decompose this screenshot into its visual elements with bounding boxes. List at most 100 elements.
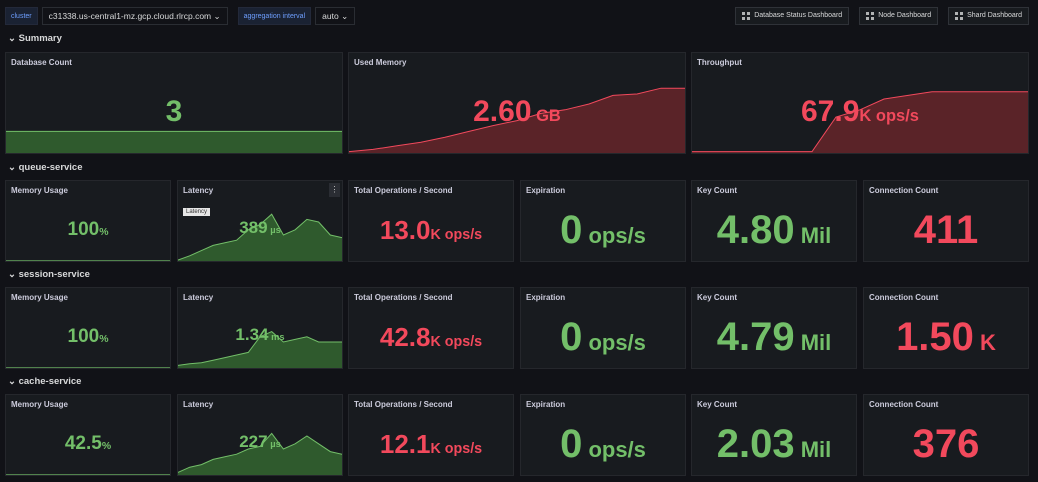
panel-title: Key Count bbox=[697, 186, 737, 195]
panel-title: Memory Usage bbox=[11, 186, 68, 195]
panel-expiration[interactable]: Expiration 0 ops/s bbox=[520, 394, 686, 476]
stat-value: 0 ops/s bbox=[521, 315, 685, 360]
link-label: Node Dashboard bbox=[878, 12, 932, 19]
panel-expiration[interactable]: Expiration 0 ops/s bbox=[520, 287, 686, 369]
interval-select[interactable]: auto ⌄ bbox=[315, 7, 356, 25]
panel-total-operations-second[interactable]: Total Operations / Second 13.0K ops/s bbox=[348, 180, 514, 262]
panel-total-operations-second[interactable]: Total Operations / Second 42.8K ops/s bbox=[348, 287, 514, 369]
stat-value: 2.60 GB bbox=[349, 95, 685, 129]
panel-title: Expiration bbox=[526, 293, 566, 302]
node-dashboard-link[interactable]: Node Dashboard bbox=[859, 7, 939, 25]
value-unit: K ops/s bbox=[430, 441, 483, 457]
panel-title: Key Count bbox=[697, 400, 737, 409]
value-number: 1.50 bbox=[896, 315, 974, 359]
value-unit: µs bbox=[267, 224, 281, 235]
row-title: queue-service bbox=[18, 162, 83, 173]
value-unit: % bbox=[99, 333, 109, 345]
value-unit: µs bbox=[267, 438, 281, 449]
value-number: 42.8 bbox=[379, 322, 431, 352]
queue-service-row-header[interactable]: ⌄ queue-service bbox=[8, 162, 83, 173]
panel-key-count[interactable]: Key Count 4.79 Mil bbox=[691, 287, 857, 369]
panel-connection-count[interactable]: Connection Count 376 bbox=[863, 394, 1029, 476]
session-service-row-header[interactable]: ⌄ session-service bbox=[8, 269, 90, 280]
stat-value: 13.0K ops/s bbox=[349, 215, 513, 246]
stat-value: 1.34 ms bbox=[178, 325, 342, 345]
row-title: cache-service bbox=[18, 376, 82, 387]
panel-title: Latency bbox=[183, 293, 214, 302]
stat-value: 67.9K ops/s bbox=[692, 95, 1028, 129]
link-label: Database Status Dashboard bbox=[754, 12, 843, 19]
chevron-down-icon: ⌄ bbox=[213, 11, 221, 21]
stat-value: 12.1K ops/s bbox=[349, 429, 513, 460]
value-number: 411 bbox=[913, 208, 979, 252]
value-unit: K ops/s bbox=[430, 227, 483, 243]
value-unit: Mil bbox=[794, 330, 832, 355]
chevron-down-icon: ⌄ bbox=[8, 162, 19, 173]
value-unit: ops/s bbox=[582, 223, 646, 248]
stat-value: 0 ops/s bbox=[521, 208, 685, 253]
panel-connection-count[interactable]: Connection Count 411 bbox=[863, 180, 1029, 262]
panel-expiration[interactable]: Expiration 0 ops/s bbox=[520, 180, 686, 262]
value-unit: Mil bbox=[794, 437, 832, 462]
shard-dashboard-link[interactable]: Shard Dashboard bbox=[948, 7, 1029, 25]
panel-latency[interactable]: Latency 389 µs ⋮ Latency bbox=[177, 180, 343, 262]
value-number: 0 bbox=[560, 315, 583, 359]
sparkline bbox=[6, 130, 342, 153]
value-number: 4.79 bbox=[716, 315, 795, 359]
value-number: 227 bbox=[239, 431, 268, 451]
sparkline-area bbox=[178, 214, 342, 261]
value-number: 100 bbox=[67, 325, 100, 347]
panel-connection-count[interactable]: Connection Count 1.50 K bbox=[863, 287, 1029, 369]
value-unit: % bbox=[101, 440, 112, 452]
value-number: 12.1 bbox=[379, 429, 431, 459]
sparkline-area bbox=[178, 433, 342, 475]
value-unit: ops/s bbox=[582, 330, 646, 355]
sparkline bbox=[692, 91, 1028, 153]
summary-row-header[interactable]: ⌄ Summary bbox=[8, 33, 62, 44]
chevron-down-icon: ⌄ bbox=[8, 269, 19, 280]
value-number: 42.5 bbox=[64, 432, 102, 454]
value-number: 100 bbox=[67, 218, 100, 240]
chevron-down-icon: ⌄ bbox=[8, 376, 19, 387]
sparkline bbox=[178, 213, 342, 261]
cluster-select[interactable]: c31338.us-central1-mz.gcp.cloud.rlrcp.co… bbox=[41, 7, 228, 25]
value-unit: K ops/s bbox=[430, 334, 483, 350]
sparkline bbox=[178, 331, 342, 368]
stat-value: 0 ops/s bbox=[521, 422, 685, 467]
sparkline-area bbox=[6, 131, 342, 153]
row-title: session-service bbox=[18, 269, 90, 280]
tooltip: Latency bbox=[183, 208, 211, 216]
panel-title: Total Operations / Second bbox=[354, 293, 453, 302]
panel-key-count[interactable]: Key Count 4.80 Mil bbox=[691, 180, 857, 262]
cache-service-row-header[interactable]: ⌄ cache-service bbox=[8, 376, 81, 387]
sparkline bbox=[6, 367, 170, 368]
stat-value: 376 bbox=[864, 422, 1028, 467]
panel-memory-usage[interactable]: Memory Usage 100% bbox=[5, 287, 171, 369]
value-unit: % bbox=[99, 226, 109, 238]
panel-title: Expiration bbox=[526, 400, 566, 409]
database-status-dashboard-link[interactable]: Database Status Dashboard bbox=[735, 7, 850, 25]
panel-latency[interactable]: Latency 1.34 ms bbox=[177, 287, 343, 369]
chevron-down-icon: ⌄ bbox=[8, 33, 19, 44]
cluster-value: c31338.us-central1-mz.gcp.cloud.rlrcp.co… bbox=[48, 11, 212, 21]
stat-value: 4.79 Mil bbox=[692, 315, 856, 360]
panel-database-count[interactable]: Database Count 3 bbox=[5, 52, 343, 154]
stat-value: 227 µs bbox=[178, 432, 342, 452]
panel-title: Memory Usage bbox=[11, 400, 68, 409]
panel-title: Latency bbox=[183, 186, 214, 195]
sparkline bbox=[178, 432, 342, 475]
toolbar: cluster c31338.us-central1-mz.gcp.cloud.… bbox=[5, 7, 1029, 25]
panel-total-operations-second[interactable]: Total Operations / Second 12.1K ops/s bbox=[348, 394, 514, 476]
panel-title: Connection Count bbox=[869, 400, 939, 409]
stat-value: 389 µs bbox=[178, 218, 342, 238]
value-number: 3 bbox=[165, 95, 183, 128]
panel-latency[interactable]: Latency 227 µs bbox=[177, 394, 343, 476]
panel-key-count[interactable]: Key Count 2.03 Mil bbox=[691, 394, 857, 476]
panel-menu-icon[interactable]: ⋮ bbox=[329, 183, 340, 197]
stat-value: 1.50 K bbox=[864, 315, 1028, 360]
value-number: 2.03 bbox=[716, 422, 795, 466]
panel-used-memory[interactable]: Used Memory 2.60 GB bbox=[348, 52, 686, 154]
panel-throughput[interactable]: Throughput 67.9K ops/s bbox=[691, 52, 1029, 154]
panel-memory-usage[interactable]: Memory Usage 100% bbox=[5, 180, 171, 262]
panel-memory-usage[interactable]: Memory Usage 42.5% bbox=[5, 394, 171, 476]
